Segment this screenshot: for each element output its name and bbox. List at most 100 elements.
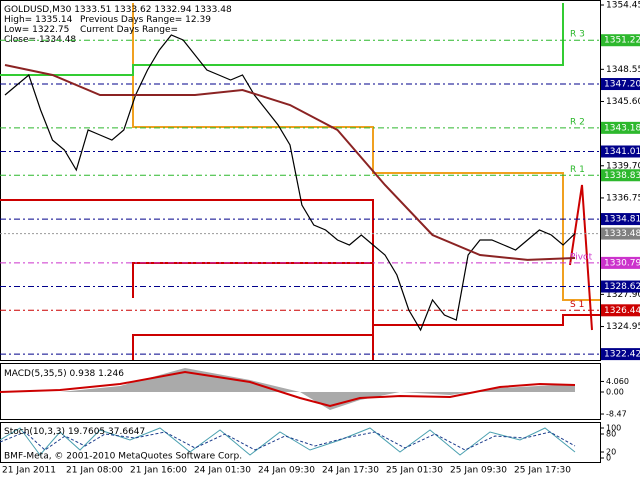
level-label: 1341.01	[604, 147, 640, 157]
stoch-tick-label: 80	[606, 430, 616, 439]
header: GOLDUSD,M30 1333.51 1333.62 1332.94 1333…	[4, 5, 232, 15]
y-tick-label: 1339.70	[606, 161, 640, 171]
info-line: Close= 1334.48	[4, 35, 76, 45]
macd-label: MACD(5,35,5) 0.938 1.246	[4, 369, 124, 379]
macd-tick-label: 0.00	[606, 388, 624, 397]
level-label: 1347.20	[604, 80, 640, 90]
stoch-pane	[0, 422, 601, 463]
pivot-step	[0, 199, 374, 360]
level-label: 1351.22	[604, 36, 640, 46]
current-label: 1333.48	[604, 229, 640, 239]
macd-value: 1.246	[98, 369, 124, 379]
info-label: Current Days Range=	[80, 25, 178, 35]
macd-name: MACD(5,35,5)	[4, 369, 67, 379]
stoch-value: 37.6647	[108, 427, 145, 437]
macd-value: 0.938	[70, 369, 96, 379]
macd-signal	[0, 370, 576, 408]
level-label: 1326.44	[604, 306, 640, 316]
level-box	[601, 78, 640, 91]
level-name: R 2	[570, 117, 585, 127]
info-value: 1335.14	[35, 15, 72, 25]
y-tick-label: 1348.55	[606, 65, 640, 75]
level-name: R 1	[570, 165, 585, 175]
quote-value: 1332.94	[154, 5, 191, 15]
info-line: Current Days Range=	[80, 25, 178, 35]
y-tick-label: 1327.90	[606, 290, 640, 300]
info-line: Low= 1322.75	[4, 25, 69, 35]
stoch-tick-label: 0	[606, 454, 611, 463]
y-tick-label: 1345.60	[606, 97, 640, 107]
pivot-steps	[0, 3, 600, 360]
x-tick-label: 24 Jan 09:30	[258, 466, 315, 476]
stoch-tick-label: 100	[606, 424, 621, 433]
level-label: 1338.83	[604, 171, 640, 181]
info-line: Previous Days Range= 12.39	[80, 15, 211, 25]
copyright: BMF-Meta, © 2001-2010 MetaQuotes Softwar…	[4, 452, 242, 462]
level-box	[601, 145, 640, 158]
macd-area	[0, 368, 575, 410]
info-label: High=	[4, 15, 32, 25]
y-tick-label: 1354.45	[606, 1, 640, 11]
level-name: S 1	[570, 300, 584, 310]
level-name: Pivot	[570, 252, 593, 262]
level-box	[601, 256, 640, 269]
price-line	[4, 64, 576, 261]
stoch-signal	[0, 431, 576, 451]
level-label: 1334.81	[604, 215, 640, 225]
macd-tick-label: -8.47	[606, 410, 627, 419]
stoch-label: Stoch(10,3,3) 19.7605 37.6647	[4, 427, 145, 437]
level-box	[601, 280, 640, 293]
quote: 1333.51 1333.62 1332.94 1333.48	[74, 5, 232, 15]
level-name: R 3	[570, 30, 585, 40]
info-label: Previous Days Range=	[80, 15, 182, 25]
level-box	[601, 169, 640, 182]
y-tick-label: 1324.95	[606, 322, 640, 332]
macd-tick-label: 4.060	[606, 377, 629, 386]
pivot-step	[132, 3, 600, 301]
price-line	[4, 34, 576, 332]
pivot-step	[132, 334, 373, 360]
x-tick-label: 24 Jan 01:30	[194, 466, 251, 476]
stoch-main	[0, 427, 576, 456]
level-label: 1322.42	[604, 350, 640, 360]
stoch-value: 19.7605	[68, 427, 105, 437]
level-box	[601, 348, 640, 361]
info-line: High= 1335.14	[4, 15, 73, 25]
x-tick-label: 25 Jan 17:30	[514, 466, 571, 476]
macd-histogram	[0, 368, 575, 410]
stoch-name: Stoch(10,3,3)	[4, 427, 65, 437]
quote-value: 1333.62	[114, 5, 151, 15]
level-box	[601, 304, 640, 317]
x-tick-label: 24 Jan 17:30	[322, 466, 379, 476]
info-value: 1334.48	[39, 35, 76, 45]
quote-value: 1333.51	[74, 5, 111, 15]
info-label: Close=	[4, 35, 36, 45]
level-box	[601, 213, 640, 226]
info-value: 1322.75	[32, 25, 69, 35]
level-box	[601, 34, 640, 47]
stoch-tick-label: 20	[606, 448, 616, 457]
x-tick-label: 21 Jan 08:00	[66, 466, 123, 476]
x-tick-label: 25 Jan 09:30	[450, 466, 507, 476]
current-box	[601, 227, 640, 240]
level-label: 1328.62	[604, 282, 640, 292]
pivot-step	[132, 262, 373, 298]
arrow	[569, 184, 593, 331]
pivot-step	[373, 314, 600, 326]
x-tick-label: 21 Jan 2011	[2, 466, 56, 476]
x-tick-label: 25 Jan 01:30	[386, 466, 443, 476]
y-tick-label: 1336.75	[606, 193, 640, 203]
level-box	[601, 121, 640, 134]
pivot-step	[0, 3, 564, 76]
quote-value: 1333.48	[194, 5, 231, 15]
x-tick-label: 21 Jan 16:00	[130, 466, 187, 476]
info-label: Low=	[4, 25, 29, 35]
level-label: 1343.18	[604, 123, 640, 133]
level-label: 1330.79	[604, 258, 640, 268]
info-value: 12.39	[185, 15, 211, 25]
main-pane	[0, 0, 601, 361]
symbol: GOLDUSD,M30	[4, 5, 72, 15]
